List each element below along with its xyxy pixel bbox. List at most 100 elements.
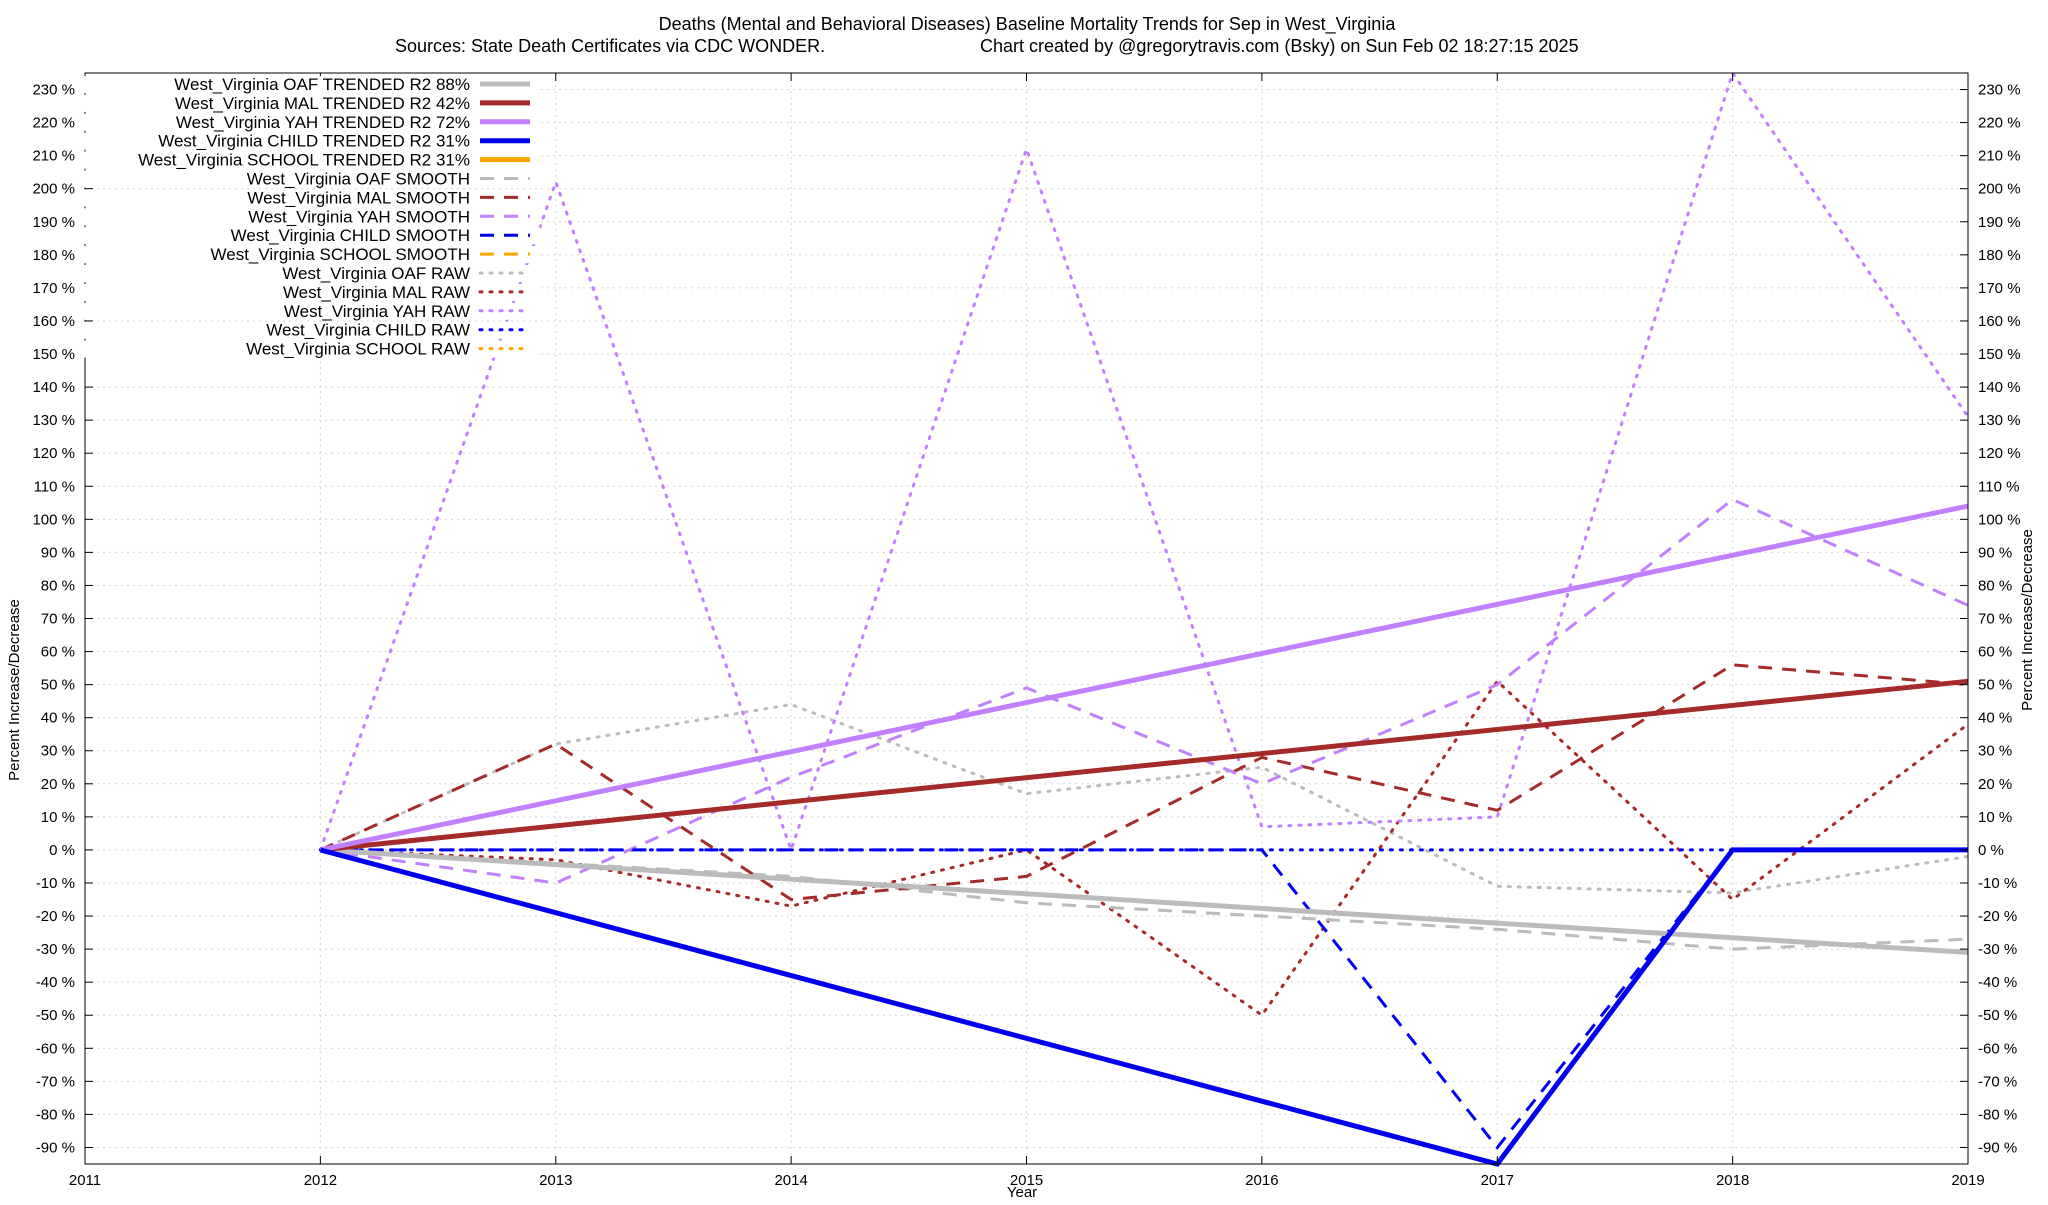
y-tick-label-right: 110 % [1978,478,2019,495]
y-tick-label-right: 190 % [1978,214,2021,231]
legend-bg [75,227,540,245]
legend-bg [75,189,540,207]
y-tick-label-right: 30 % [1978,743,2012,760]
legend-bg [75,283,540,301]
y-tick-label-right: 10 % [1978,809,2012,826]
legend-label: West_Virginia YAH RAW [284,302,470,321]
y-axis-label-left: Percent Increase/Decrease [6,599,23,781]
y-tick-label-left: 120 % [32,445,75,462]
legend-bg [75,76,540,93]
y-tick-label-right: 90 % [1978,544,2012,561]
legend-bg [75,170,540,188]
y-tick-label-right: 160 % [1978,313,2021,330]
y-tick-label-left: 180 % [32,247,75,264]
y-tick-label-left: 210 % [32,148,75,165]
y-tick-label-left: 80 % [41,577,75,594]
series-lines [318,69,1970,1167]
x-tick-label: 2014 [774,1172,807,1189]
y-tick-label-right: -40 % [1978,974,2017,991]
legend-label: West_Virginia CHILD TRENDED R2 31% [158,132,470,151]
y-tick-label-left: 0 % [49,842,75,859]
y-tick-label-left: 190 % [32,214,75,231]
y-tick-label-right: 50 % [1978,677,2012,694]
y-axis-label-right: Percent Increase/Decrease [2019,529,2036,711]
legend: West_Virginia OAF TRENDED R2 88%West_Vir… [75,75,540,359]
y-tick-label-right: 60 % [1978,644,2012,661]
series-line [318,69,1970,855]
x-tick-label: 2011 [69,1172,101,1189]
series-line [320,848,1968,1150]
y-tick-label-left: -50 % [36,1007,75,1024]
y-tick-label-right: -90 % [1978,1139,2017,1156]
legend-bg [75,302,540,320]
y-tick-label-left: -80 % [36,1106,75,1123]
legend-bg [75,132,540,150]
y-tick-label-right: 80 % [1978,577,2012,594]
x-tick-label: 2017 [1481,1172,1514,1189]
legend-bg [75,265,540,282]
legend-bg [75,340,540,358]
y-tick-label-right: 0 % [1978,842,2004,859]
series-line [319,847,1968,1167]
y-tick-label-left: 130 % [32,412,75,429]
y-tick-label-left: -70 % [36,1073,75,1090]
legend-bg [75,151,540,169]
series-line [320,678,1969,853]
axes: -90 % -90 % -80 % -80 % -70 % -70 % -60 % -60 %… [32,72,2021,1189]
y-tick-label-right: 40 % [1978,710,2012,727]
y-tick-label-left: 30 % [41,743,75,760]
legend-label: West_Virginia MAL TRENDED R2 42% [175,94,470,113]
chart-title: Deaths (Mental and Behavioral Diseases) … [659,14,1397,35]
y-tick-label-left: 100 % [32,511,75,528]
y-tick-label-right: -30 % [1978,941,2017,958]
series-line [319,663,1969,902]
legend-label: West_Virginia SCHOOL TRENDED R2 31% [138,151,470,170]
y-tick-label-right: -50 % [1978,1007,2017,1024]
y-tick-label-right: 170 % [1978,280,2021,297]
legend-label: West_Virginia CHILD RAW [266,321,470,340]
y-tick-label-left: 50 % [41,677,75,694]
x-tick-label: 2015 [1010,1172,1043,1189]
y-tick-label-left: -90 % [36,1139,75,1156]
y-tick-label-left: 160 % [32,313,75,330]
legend-label: West_Virginia MAL RAW [283,283,470,302]
y-tick-label-right: 220 % [1978,115,2021,132]
y-tick-label-right: 210 % [1978,148,2021,165]
y-tick-label-left: -40 % [36,974,75,991]
legend-bg [75,321,540,339]
y-tick-label-right: 100 % [1978,511,2021,528]
y-tick-label-right: -60 % [1978,1040,2017,1057]
x-axis-label: Year [1007,1184,1037,1200]
legend-label: West_Virginia YAH SMOOTH [248,207,470,226]
y-tick-label-right: 140 % [1978,379,2021,396]
legend-bg [75,113,540,131]
y-tick-label-left: -60 % [36,1040,75,1057]
y-tick-label-left: 110 % [34,478,75,495]
x-tick-label: 2012 [304,1172,337,1189]
legend-label: West_Virginia CHILD SMOOTH [231,226,470,245]
y-tick-label-left: -30 % [36,941,75,958]
x-tick-label: 2018 [1716,1172,1749,1189]
chart-credit: Chart created by @gregorytravis.com (Bsk… [980,36,1579,56]
y-tick-label-left: -10 % [36,875,75,892]
y-tick-label-left: 90 % [41,544,75,561]
legend-bg [75,246,540,264]
y-tick-label-right: 200 % [1978,181,2021,198]
legend-label: West_Virginia SCHOOL RAW [246,340,470,359]
y-tick-label-left: 40 % [41,710,75,727]
legend-bg [75,94,540,112]
series-line [318,679,1970,1018]
y-tick-label-right: -70 % [1978,1073,2017,1090]
y-tick-label-right: -10 % [1978,875,2017,892]
series-line [319,503,1969,853]
legend-label: West_Virginia OAF TRENDED R2 88% [174,75,470,94]
y-tick-label-right: 20 % [1978,776,2012,793]
legend-label: West_Virginia YAH TRENDED R2 72% [176,113,470,132]
y-tick-label-right: 120 % [1978,445,2021,462]
y-tick-label-right: -80 % [1978,1106,2017,1123]
y-tick-label-left: 150 % [32,346,75,363]
y-tick-label-right: 180 % [1978,247,2021,264]
y-tick-label-right: 70 % [1978,611,2012,628]
y-tick-label-left: 140 % [32,379,75,396]
